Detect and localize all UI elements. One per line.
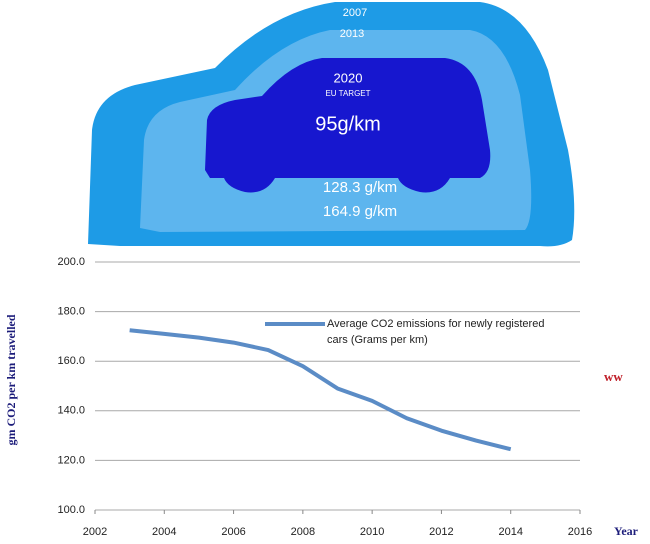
x-tick-label: 2002 <box>83 526 107 538</box>
car-label: 95g/km <box>315 113 381 135</box>
car-label: 128.3 g/km <box>323 179 397 196</box>
car-label: 2020 <box>334 70 363 85</box>
car-infographic: 2007 2013 2020 EU TARGET 95g/km 128.3 g/… <box>88 2 575 247</box>
annotation: ww <box>604 369 623 384</box>
y-axis-label: gm CO2 per km travelled <box>4 314 18 445</box>
x-tick-label: 2012 <box>429 526 453 538</box>
x-tick-label: 2006 <box>221 526 245 538</box>
legend-label: Average CO2 emissions for newly register… <box>327 318 545 346</box>
legend: Average CO2 emissions for newly register… <box>327 318 545 346</box>
car-2020 <box>205 58 491 193</box>
y-tick-label: 160.0 <box>57 355 85 367</box>
x-tick-label: 2004 <box>152 526 176 538</box>
y-tick-label: 140.0 <box>57 405 85 417</box>
x-tick-label: 2010 <box>360 526 384 538</box>
y-tick-label: 200.0 <box>57 256 85 268</box>
car-label: 164.9 g/km <box>323 203 397 220</box>
x-tick-label: 2014 <box>498 526 522 538</box>
x-axis-label: Year <box>614 524 639 538</box>
y-tick-label: 180.0 <box>57 306 85 318</box>
y-tick-label: 120.0 <box>57 454 85 466</box>
car-label: 2007 <box>343 7 367 19</box>
x-tick-label: 2008 <box>291 526 315 538</box>
series-line <box>129 328 512 452</box>
y-tick-label: 100.0 <box>57 504 85 516</box>
car-label: 2013 <box>340 28 364 40</box>
car-label: EU TARGET <box>325 89 370 98</box>
x-tick-label: 2016 <box>568 526 592 538</box>
